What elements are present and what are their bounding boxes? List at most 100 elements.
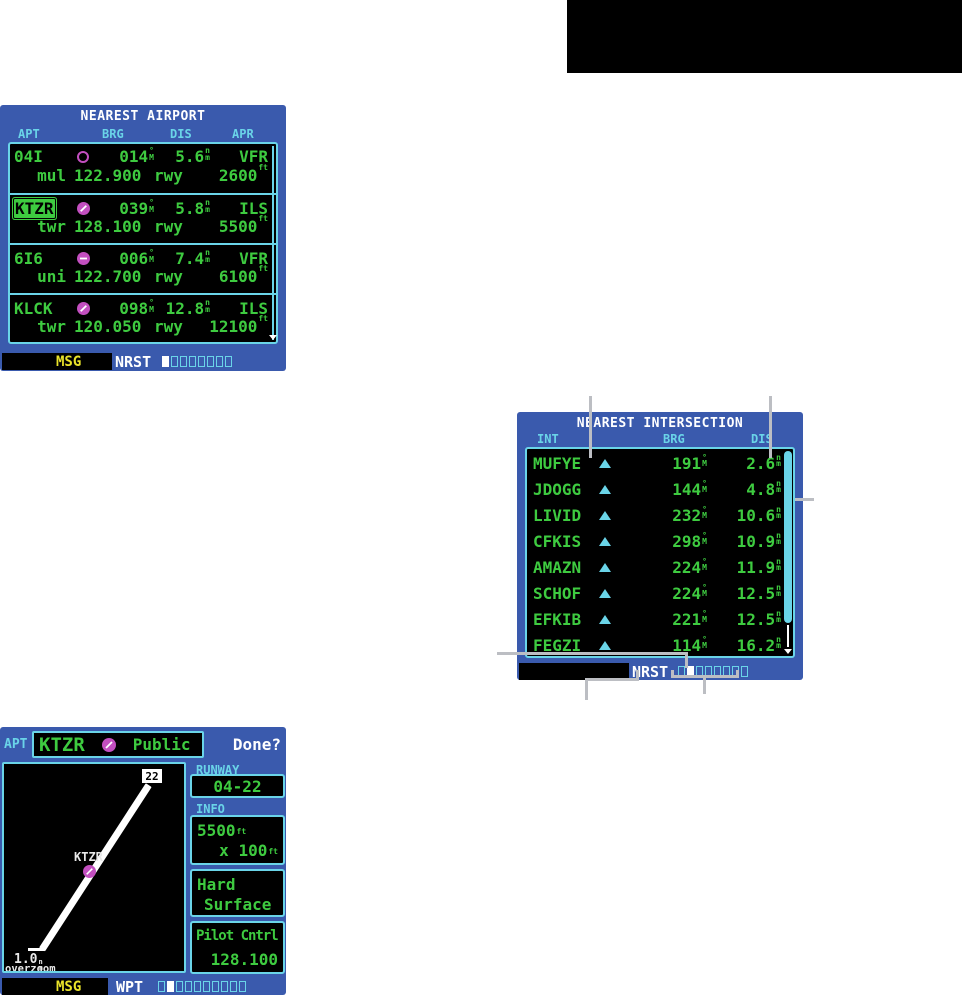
intersection-row[interactable]: EFKIB 221 ° M 12.5 n m	[529, 606, 781, 632]
page-indicator-box	[171, 356, 178, 367]
frequency: 122.900	[74, 166, 142, 185]
intersection-row[interactable]: CFKIS 298 ° M 10.9 n m	[529, 528, 781, 554]
freq-type: twr	[37, 217, 66, 236]
intersection-row[interactable]: SCHOF 224 ° M 12.5 n m	[529, 580, 781, 606]
approach-type: ILS	[239, 299, 268, 318]
map-airport-label: KTZR	[74, 850, 103, 864]
callout-line	[736, 670, 739, 678]
airport-row-selected[interactable]: KTZR 039 ° M 5.8 n m ILS twr 128.100 rwy 550…	[10, 194, 276, 244]
airport-row[interactable]: 6I6 006 ° M 7.4 n m VFR uni 122.700 rwy 6100…	[10, 244, 276, 294]
column-header-brg: BRG	[102, 127, 124, 141]
page-group-label: NRST	[632, 662, 669, 681]
frequency: 120.050	[74, 317, 142, 336]
intersection-ident: SCHOF	[533, 583, 582, 603]
rwy-label: rwy	[154, 317, 183, 336]
rwy-label: rwy	[154, 217, 183, 236]
runway-length: 12100 ft	[209, 314, 268, 337]
page-indicator-box	[741, 666, 748, 677]
airport-ident: KTZR	[14, 199, 55, 218]
airport-circle-dash-icon	[70, 251, 96, 266]
callout-line	[585, 678, 639, 681]
waypoint-ident: KTZR	[39, 733, 85, 756]
intersection-row[interactable]: MUFYE 191 ° M 2.6 n m	[529, 450, 781, 476]
airport-location-screen: APT KTZR Public Done? 22 KTZR 1.0 n m over…	[0, 727, 286, 995]
intersection-icon	[591, 562, 619, 572]
intersection-ident: AMAZN	[533, 557, 582, 577]
nearest-airport-screen: NEAREST AIRPORT APT BRG DIS APR 04I 014 °…	[0, 105, 286, 371]
msg-annunciator[interactable]: MSG	[56, 978, 82, 995]
page-indicator	[158, 981, 246, 992]
airport-ident: 04I	[14, 147, 43, 166]
intersection-row[interactable]: FEGZI 114 ° M 16.2 n m	[529, 632, 781, 658]
status-bar: MSG WPT	[0, 978, 286, 995]
rwy-label: rwy	[154, 166, 183, 185]
surface-field[interactable]: Hard Surface	[190, 869, 285, 917]
intersection-row[interactable]: LIVID 232 ° M 10.6 n m	[529, 502, 781, 528]
callout-line	[685, 652, 688, 668]
intersection-icon	[591, 614, 619, 624]
freq-type: uni	[37, 267, 66, 286]
callout-line	[671, 670, 674, 678]
column-header-brg: BRG	[663, 432, 685, 446]
page-indicator-box	[162, 356, 169, 367]
lighting-type: Pilot Cntrl	[196, 928, 279, 944]
page-indicator-box	[203, 981, 210, 992]
page-indicator	[162, 356, 232, 367]
intersection-ident: EFKIB	[533, 609, 582, 629]
towered-airport-icon	[82, 864, 97, 879]
airport-open-circle-icon	[70, 150, 96, 164]
waypoint-ident-field[interactable]: KTZR Public	[32, 731, 204, 758]
runway-dimensions-field[interactable]: 5500ft x 100ft	[190, 815, 285, 865]
page-tag: APT	[4, 737, 28, 752]
intersection-ident: LIVID	[533, 505, 582, 525]
column-header-dis: DIS	[170, 127, 192, 141]
page-indicator-box	[194, 981, 201, 992]
towered-airport-icon	[70, 301, 96, 316]
frequency: 128.100	[74, 217, 142, 236]
approach-type: ILS	[239, 199, 268, 218]
lighting-field[interactable]: Pilot Cntrl 128.100	[190, 921, 285, 974]
waypoint-use-type: Public	[132, 735, 191, 754]
column-header-apt: APT	[18, 127, 40, 141]
intersection-icon	[591, 484, 619, 494]
page-indicator-box	[221, 981, 228, 992]
annunciator-field	[2, 353, 112, 370]
freq-type: mul	[37, 166, 66, 185]
page-indicator-box	[189, 356, 196, 367]
row-divider	[10, 193, 276, 195]
scrollbar[interactable]	[269, 146, 277, 340]
surface-line2: Surface	[204, 895, 272, 914]
runway-width-value: 100	[238, 841, 268, 860]
page-group-label: NRST	[115, 352, 152, 371]
intersection-ident: JDOGG	[533, 479, 582, 499]
runway-designation-field[interactable]: 04-22	[190, 774, 285, 798]
page-indicator-box	[198, 356, 205, 367]
towered-airport-icon	[101, 737, 117, 753]
callout-line	[703, 675, 706, 694]
width-prefix: x	[219, 841, 229, 860]
airport-row[interactable]: KLCK 098 ° M 12.8 n m ILS twr 120.050 rwy 12…	[10, 294, 276, 344]
freq-type: twr	[37, 317, 66, 336]
page-indicator-box	[216, 356, 223, 367]
intersection-row[interactable]: JDOGG 144 ° M 4.8 n m	[529, 476, 781, 502]
callout-line	[585, 678, 588, 700]
airport-ident: KLCK	[14, 299, 53, 318]
column-header-dis: DIS	[751, 432, 773, 446]
airport-row[interactable]: 04I 014 ° M 5.6 n m VFR mul 122.900 rwy 2600…	[10, 144, 276, 194]
runway-label: RUNWAY	[196, 763, 240, 777]
msg-annunciator[interactable]: MSG	[56, 353, 82, 370]
done-button[interactable]: Done?	[232, 735, 281, 754]
runway-map[interactable]: 22 KTZR 1.0 n m overzoom	[2, 762, 186, 973]
scrollbar-thumb[interactable]	[784, 451, 792, 623]
intersection-ident: FEGZI	[533, 635, 582, 655]
intersection-icon	[591, 640, 619, 650]
annunciator-field	[519, 663, 629, 680]
intersection-row[interactable]: AMAZN 224 ° M 11.9 n m	[529, 554, 781, 580]
page-indicator-box	[212, 981, 219, 992]
scrollbar[interactable]	[784, 451, 792, 654]
page-indicator-box	[225, 356, 232, 367]
page-group-label: WPT	[116, 977, 144, 995]
towered-airport-icon	[70, 201, 96, 216]
nearest-intersection-screen: NEAREST INTERSECTION INT BRG DIS MUFYE 1…	[517, 412, 803, 681]
intersection-icon	[591, 536, 619, 546]
